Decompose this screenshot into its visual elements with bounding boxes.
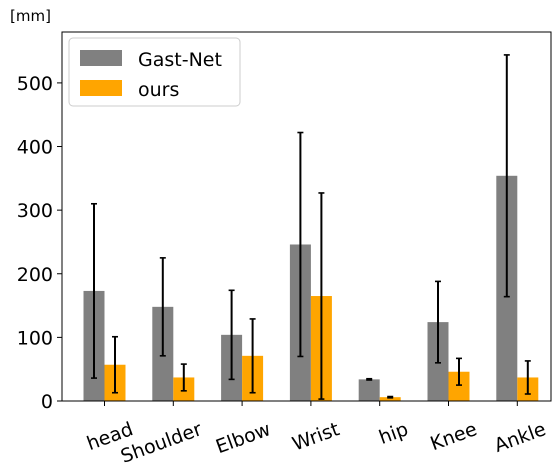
error-bars-layer [91,54,531,400]
y-tick-label-500: 500 [17,73,53,95]
bar-ours-hip [379,397,401,401]
error-bar-ours-hip [387,395,394,399]
plot-frame [61,31,552,402]
x-tick-label-knee: Knee [427,418,480,455]
y-tick-label-200: 200 [17,264,53,286]
error-bar-ours-wrist [318,192,325,400]
error-bar-gast-net-hip [366,377,373,381]
error-bar-ours-knee [456,357,462,386]
x-tick-label-hip: hip [376,418,411,449]
error-bar-ours-shoulder [180,363,187,392]
legend-label-ours: ours [138,79,179,101]
error-bar-ours-elbow [249,318,256,394]
y-tick-label-0: 0 [41,391,53,413]
y-unit-label: [mm] [10,7,51,25]
legend-swatch-gast-net [80,50,122,66]
y-tick-label-300: 300 [17,200,53,222]
error-bar-gast-net-elbow [228,289,235,381]
bar-gast-net-hip [358,379,380,401]
error-bar-gast-net-shoulder [159,257,166,357]
legend-label-gast-net: Gast-Net [138,49,222,71]
error-bar-gast-net-head [91,202,97,379]
bar-ours-knee [448,371,470,401]
error-bar-ours-head [112,335,118,394]
y-tick-label-100: 100 [17,327,53,349]
error-bar-gast-net-wrist [297,131,304,358]
x-tick-label-elbow: Elbow [213,418,274,458]
legend: Gast-Net ours [68,37,241,107]
x-tick-label-ankle: Ankle [491,418,548,457]
error-bar-gast-net-knee [435,280,441,364]
error-bar-gast-net-ankle [503,54,510,298]
legend-swatch-ours [80,80,122,96]
y-tick-label-400: 400 [17,137,53,159]
error-bar-ours-ankle [524,360,531,395]
x-tick-label-wrist: Wrist [289,418,342,455]
bars-layer [83,175,539,401]
